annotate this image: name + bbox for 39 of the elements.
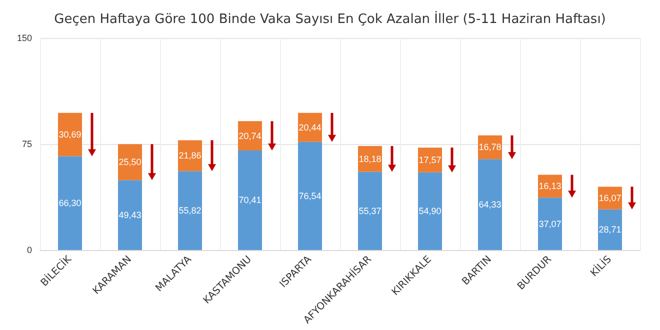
data-label: 49,43: [118, 210, 142, 220]
data-label: 20,74: [238, 130, 262, 141]
data-label: 37,07: [538, 218, 562, 229]
data-label: 54,90: [418, 206, 442, 216]
data-label: 66,30: [58, 198, 82, 208]
y-tick-label: 0: [26, 245, 32, 255]
data-label: 28,71: [598, 224, 622, 235]
bar: [418, 148, 442, 172]
bar: [118, 180, 142, 250]
bar: [178, 171, 202, 250]
bar: [358, 172, 382, 250]
bar: [298, 142, 322, 250]
y-tick-label: 150: [16, 33, 32, 43]
data-label: 25,50: [118, 157, 142, 168]
bar: [58, 156, 82, 250]
data-label: 16,13: [538, 181, 562, 192]
bar: [238, 150, 262, 250]
data-label: 55,82: [178, 206, 202, 216]
bar: [178, 140, 202, 172]
data-label: 30,69: [58, 130, 82, 140]
data-label: 70,41: [238, 195, 262, 206]
data-label: 16,78: [478, 142, 502, 152]
bar: [58, 112, 82, 156]
data-label: 18,18: [358, 154, 382, 164]
chart-title: Geçen Haftaya Göre 100 Binde Vaka Sayısı En Çok Azalan İller (5-11 Haziran Haftası): [54, 11, 606, 27]
data-label: 20,44: [298, 122, 322, 132]
bar: [418, 172, 442, 250]
bar: [118, 144, 142, 180]
data-label: 55,37: [358, 206, 382, 216]
bar: [478, 159, 502, 250]
bar: [238, 121, 262, 150]
y-tick-label: 75: [22, 139, 32, 149]
bar: [538, 198, 562, 250]
bar: [598, 209, 622, 250]
data-label: 21,86: [178, 150, 202, 161]
data-label: 64,33: [478, 200, 502, 210]
data-label: 16,07: [598, 193, 622, 204]
data-label: 17,57: [418, 154, 442, 165]
data-label: 76,54: [298, 190, 322, 201]
